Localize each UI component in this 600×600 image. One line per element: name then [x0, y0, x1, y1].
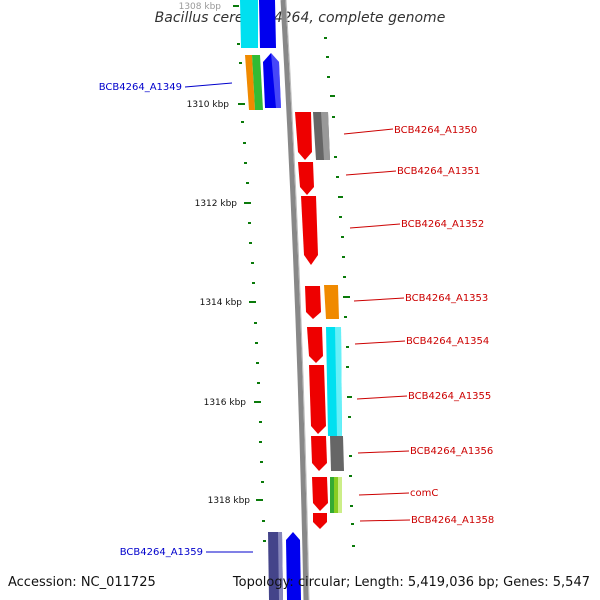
gene-label-A1355[interactable]: BCB4264_A1355: [408, 391, 491, 402]
gene-label-A1354[interactable]: BCB4264_A1354: [406, 336, 489, 347]
gene-green: [252, 55, 263, 110]
left-tick-dots: [237, 43, 266, 542]
tick-label-1312: 1312 kbp: [195, 199, 238, 209]
genome-backbone: [280, 0, 309, 600]
gene-blue-top: [259, 0, 276, 48]
gene-label-comC[interactable]: comC: [410, 488, 438, 499]
gene-orange: [245, 55, 255, 110]
map-title: Bacillus cereus B4264, complete genome: [154, 10, 446, 26]
gene-A1355: [309, 365, 326, 434]
tick-label-1318: 1318 kbp: [208, 496, 251, 506]
gene-label-A1356[interactable]: BCB4264_A1356: [410, 446, 493, 457]
gene-label-A1349[interactable]: BCB4264_A1349: [99, 82, 182, 93]
gene-label-A1352[interactable]: BCB4264_A1352: [401, 219, 484, 230]
gene-label-A1358[interactable]: BCB4264_A1358: [411, 515, 494, 526]
tick-label-1316: 1316 kbp: [204, 398, 247, 408]
gene-A1350-group: [295, 112, 330, 160]
gene-A1356-group: [311, 436, 344, 471]
gene-cyan-top: [240, 0, 258, 48]
gene-A1352: [301, 196, 318, 265]
tick-label-1308: 1308 kbp: [179, 2, 222, 12]
gene-A1349-group: [245, 53, 281, 110]
left-major-ticks: [233, 5, 263, 501]
tick-label-1310: 1310 kbp: [187, 100, 230, 110]
gene-comC-group: [312, 477, 342, 513]
tick-label-1314: 1314 kbp: [200, 298, 243, 308]
gene-label-A1359[interactable]: BCB4264_A1359: [120, 547, 203, 558]
right-tick-dots: [324, 37, 355, 547]
gene-A1353-group: [305, 285, 339, 319]
gene-label-A1353[interactable]: BCB4264_A1353: [405, 293, 488, 304]
gene-A1359-group: [268, 532, 301, 600]
topology-label: Topology: circular; Length: 5,419,036 bp…: [232, 575, 590, 590]
gene-A1354-group: [307, 327, 342, 436]
gene-A1358: [313, 513, 327, 529]
accession-label: Accession: NC_011725: [8, 575, 156, 590]
gene-upper-left-block: [240, 0, 276, 48]
gene-label-A1350[interactable]: BCB4264_A1350: [394, 125, 477, 136]
gene-label-A1351[interactable]: BCB4264_A1351: [397, 166, 480, 177]
gene-A1351: [298, 162, 314, 195]
